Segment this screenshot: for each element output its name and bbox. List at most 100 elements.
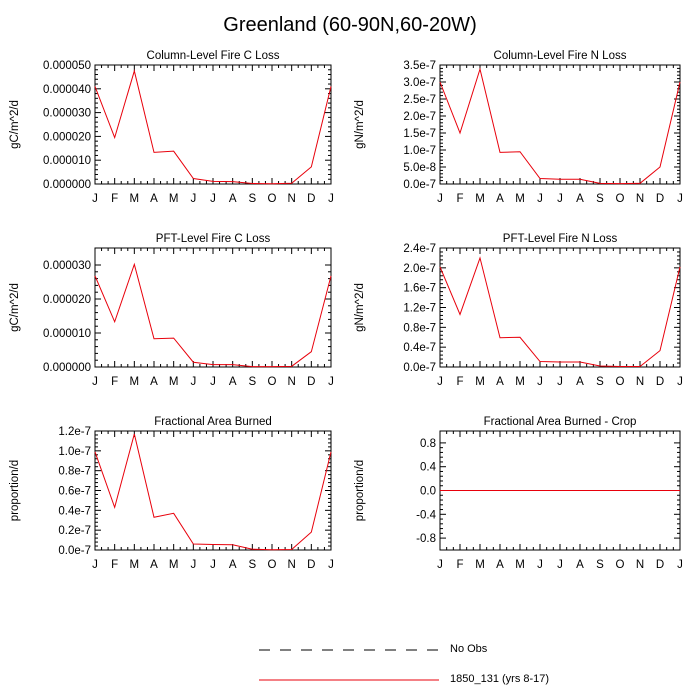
x-tick-label: J xyxy=(677,559,683,571)
x-tick-label: J xyxy=(328,376,334,388)
x-tick-label: J xyxy=(437,193,443,205)
y-axis-label: gN/m^2/d xyxy=(354,100,366,149)
x-tick-label: A xyxy=(576,193,584,205)
x-tick-label: J xyxy=(328,193,334,205)
x-tick-label: N xyxy=(636,376,644,388)
x-tick-label: D xyxy=(307,559,315,571)
y-tick-label: 0.000020 xyxy=(43,294,91,306)
x-tick-label: J xyxy=(92,376,98,388)
x-tick-label: F xyxy=(111,559,118,571)
x-tick-label: M xyxy=(515,376,525,388)
x-tick-label: M xyxy=(169,559,179,571)
x-tick-label: M xyxy=(130,376,140,388)
x-tick-label: N xyxy=(288,193,296,205)
y-tick-label: 3.5e-7 xyxy=(403,60,436,72)
x-tick-label: O xyxy=(268,193,277,205)
x-tick-label: M xyxy=(169,193,179,205)
y-tick-label: 0.0e-7 xyxy=(58,545,91,557)
x-tick-label: D xyxy=(656,193,664,205)
x-tick-label: J xyxy=(92,559,98,571)
y-tick-label: 0.0e-7 xyxy=(403,362,436,374)
y-tick-label: 0.000000 xyxy=(43,362,91,374)
panel-title: PFT-Level Fire C Loss xyxy=(156,233,271,245)
x-tick-label: F xyxy=(111,193,118,205)
y-tick-label: 0.000010 xyxy=(43,155,91,167)
y-tick-label: 0.000020 xyxy=(43,131,91,143)
x-tick-label: O xyxy=(268,559,277,571)
x-tick-label: J xyxy=(328,559,334,571)
x-tick-label: N xyxy=(288,376,296,388)
x-tick-label: O xyxy=(268,376,277,388)
x-tick-label: M xyxy=(475,559,485,571)
plot-frame xyxy=(439,247,681,368)
x-tick-label: A xyxy=(576,376,584,388)
y-tick-label: 0.4 xyxy=(420,462,437,474)
y-tick-label: 0.4e-7 xyxy=(403,342,436,354)
x-tick-label: D xyxy=(307,376,315,388)
y-tick-label: 1.2e-7 xyxy=(58,426,91,438)
y-axis-label: gN/m^2/d xyxy=(354,283,366,332)
x-tick-label: A xyxy=(150,559,158,571)
x-tick-label: J xyxy=(437,559,443,571)
x-tick-label: S xyxy=(248,193,256,205)
panel-title: Column-Level Fire N Loss xyxy=(494,50,627,62)
x-tick-label: J xyxy=(557,559,563,571)
x-tick-label: A xyxy=(496,559,504,571)
x-tick-label: J xyxy=(537,559,543,571)
panel-title: Column-Level Fire C Loss xyxy=(147,50,280,62)
x-tick-label: J xyxy=(92,193,98,205)
y-tick-label: 0.0 xyxy=(420,486,436,498)
y-axis-label: proportion/d xyxy=(9,460,21,521)
series-line xyxy=(94,69,332,185)
y-tick-label: 0.8e-7 xyxy=(403,322,436,334)
x-tick-label: A xyxy=(150,376,158,388)
y-axis-label: proportion/d xyxy=(354,460,366,521)
y-tick-label: 1.5e-7 xyxy=(403,128,436,140)
x-tick-label: F xyxy=(456,193,463,205)
y-tick-label: 0.0e-7 xyxy=(403,179,436,191)
x-tick-label: J xyxy=(677,376,683,388)
y-tick-label: 2.4e-7 xyxy=(403,243,436,255)
x-tick-label: J xyxy=(437,376,443,388)
x-tick-label: M xyxy=(130,559,140,571)
y-tick-label: 1.2e-7 xyxy=(403,303,436,315)
y-tick-label: 0.4e-7 xyxy=(58,505,91,517)
x-tick-label: A xyxy=(229,193,237,205)
y-tick-label: 1.6e-7 xyxy=(403,283,436,295)
x-tick-label: J xyxy=(210,376,216,388)
y-tick-label: 2.0e-7 xyxy=(403,263,436,275)
series-line xyxy=(439,67,681,185)
x-tick-label: M xyxy=(515,559,525,571)
y-tick-label: 0.000030 xyxy=(43,108,91,120)
y-tick-label: 0.000040 xyxy=(43,84,91,96)
x-tick-label: J xyxy=(557,376,563,388)
y-tick-label: 0.000010 xyxy=(43,328,91,340)
x-tick-label: J xyxy=(190,559,196,571)
figure-title: Greenland (60-90N,60-20W) xyxy=(223,14,477,36)
y-tick-label: 3.0e-7 xyxy=(403,77,436,89)
x-tick-label: F xyxy=(456,376,463,388)
x-tick-label: D xyxy=(656,559,664,571)
x-tick-label: M xyxy=(475,376,485,388)
x-tick-label: A xyxy=(576,559,584,571)
y-tick-label: 0.000030 xyxy=(43,260,91,272)
x-tick-label: S xyxy=(596,376,604,388)
x-tick-label: A xyxy=(496,376,504,388)
x-tick-label: J xyxy=(537,376,543,388)
x-tick-label: D xyxy=(307,193,315,205)
x-tick-label: J xyxy=(537,193,543,205)
x-tick-label: N xyxy=(288,559,296,571)
y-tick-label: 5.0e-8 xyxy=(403,162,436,174)
y-tick-label: 2.0e-7 xyxy=(403,111,436,123)
panel-title: PFT-Level Fire N Loss xyxy=(503,233,618,245)
y-tick-label: 0.6e-7 xyxy=(58,486,91,498)
y-tick-label: 0.2e-7 xyxy=(58,525,91,537)
x-tick-label: A xyxy=(150,193,158,205)
x-tick-label: A xyxy=(229,376,237,388)
panel-title: Fractional Area Burned - Crop xyxy=(484,416,637,428)
x-tick-label: J xyxy=(677,193,683,205)
x-tick-label: S xyxy=(596,559,604,571)
